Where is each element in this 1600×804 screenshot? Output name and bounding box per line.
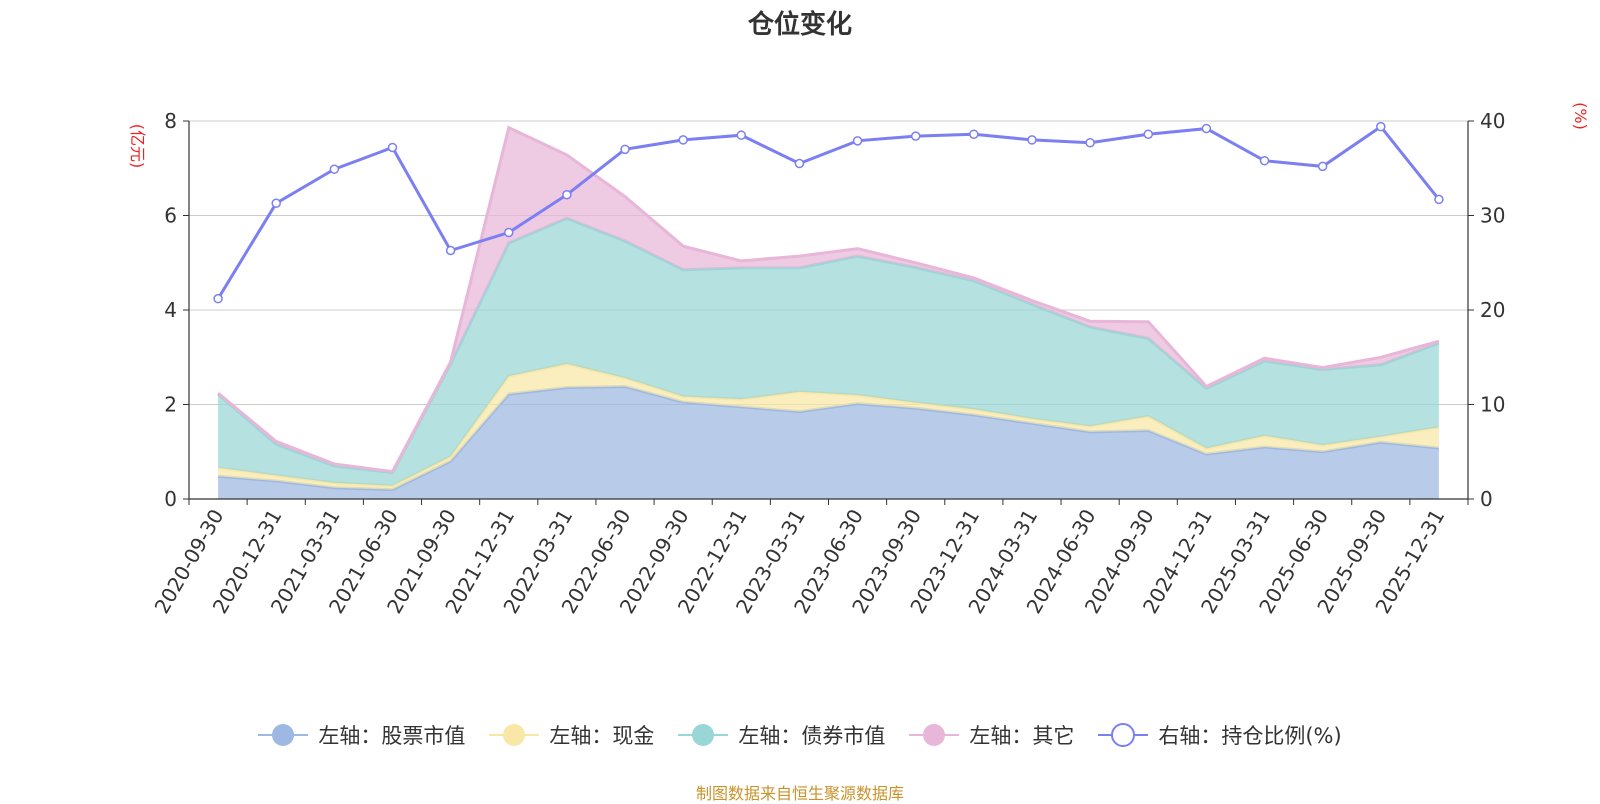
area-series-3 <box>218 218 1439 486</box>
area-series-4 <box>218 127 1439 473</box>
area-series-1 <box>218 386 1439 499</box>
holding-ratio-point <box>969 129 979 139</box>
legend-item[interactable]: 右轴：持仓比例(%) <box>1098 720 1342 750</box>
legend-swatch-icon <box>678 724 729 746</box>
left-y-tick-label: 8 <box>164 109 177 133</box>
holding-ratio-point <box>1434 194 1444 205</box>
right-y-tick-label: 40 <box>1480 109 1505 133</box>
holding-ratio-point <box>1376 121 1386 132</box>
holding-ratio-point <box>620 144 630 155</box>
left-y-axis-label: (亿元) <box>128 124 147 169</box>
legend-label: 右轴：持仓比例(%) <box>1158 724 1342 748</box>
holding-ratio-line <box>216 124 1441 300</box>
holding-ratio-point <box>213 293 223 304</box>
right-y-tick-label: 0 <box>1480 487 1493 511</box>
x-tick-labels: 2020-09-302020-12-312021-03-312021-06-30… <box>150 505 1450 618</box>
right-y-tick-labels: 0 10 20 30 40 <box>1480 109 1505 511</box>
holding-ratio-point <box>852 136 863 146</box>
legend-label: 左轴：债券市值 <box>738 724 886 748</box>
left-y-tick-label: 4 <box>164 298 177 322</box>
holding-ratio-point <box>678 135 688 145</box>
holding-ratio-point <box>736 130 747 140</box>
legend-label: 左轴：其它 <box>969 724 1075 748</box>
legend-label: 左轴：股票市值 <box>318 724 466 748</box>
legend-swatch-icon <box>258 724 309 746</box>
line-series <box>213 121 1444 304</box>
left-y-tick-label: 2 <box>164 393 177 417</box>
chart-title: 仓位变化 <box>747 10 852 40</box>
area-series <box>217 125 1440 499</box>
right-y-axis-label: (%) <box>1571 102 1590 130</box>
holding-ratio-point <box>445 245 456 256</box>
right-y-tick-label: 30 <box>1480 204 1505 228</box>
holding-ratio-point <box>1143 129 1153 139</box>
left-y-tick-labels: 0 2 4 6 8 <box>164 109 177 511</box>
holding-ratio-point <box>794 158 805 169</box>
holding-ratio-point <box>329 164 340 174</box>
holding-ratio-point <box>1259 155 1270 166</box>
holding-ratio-point <box>271 198 281 208</box>
holding-ratio-point <box>1027 135 1037 145</box>
holding-ratio-point <box>387 142 398 153</box>
source-note: 制图数据来自恒生聚源数据库 <box>695 784 904 803</box>
legend-label: 左轴：现金 <box>549 724 655 748</box>
right-y-tick-label: 10 <box>1480 393 1505 417</box>
holding-ratio-point <box>1201 123 1212 134</box>
legend-item[interactable]: 左轴：其它 <box>909 720 1074 750</box>
legend-item[interactable]: 左轴：股票市值 <box>258 720 465 750</box>
legend-swatch-icon <box>1098 723 1149 747</box>
holding-ratio-point <box>910 131 921 141</box>
legend-swatch-icon <box>909 724 960 746</box>
legend: 左轴：股票市值 左轴：现金 左轴：债券市值 左轴：其它 右轴：持仓比例(%) <box>0 720 1600 750</box>
left-y-tick-label: 6 <box>164 204 177 228</box>
area-series-edge-4 <box>217 125 1440 474</box>
holding-ratio-point <box>1317 161 1328 172</box>
left-y-tick-label: 0 <box>164 487 177 511</box>
axes <box>183 120 1474 505</box>
holding-ratio-point <box>1085 137 1095 148</box>
holding-ratio-point <box>562 189 572 200</box>
legend-item[interactable]: 左轴：债券市值 <box>678 720 885 750</box>
legend-item[interactable]: 左轴：现金 <box>489 720 654 750</box>
holding-ratio-point <box>504 227 514 238</box>
right-y-tick-label: 20 <box>1480 298 1505 322</box>
legend-swatch-icon <box>489 724 540 746</box>
